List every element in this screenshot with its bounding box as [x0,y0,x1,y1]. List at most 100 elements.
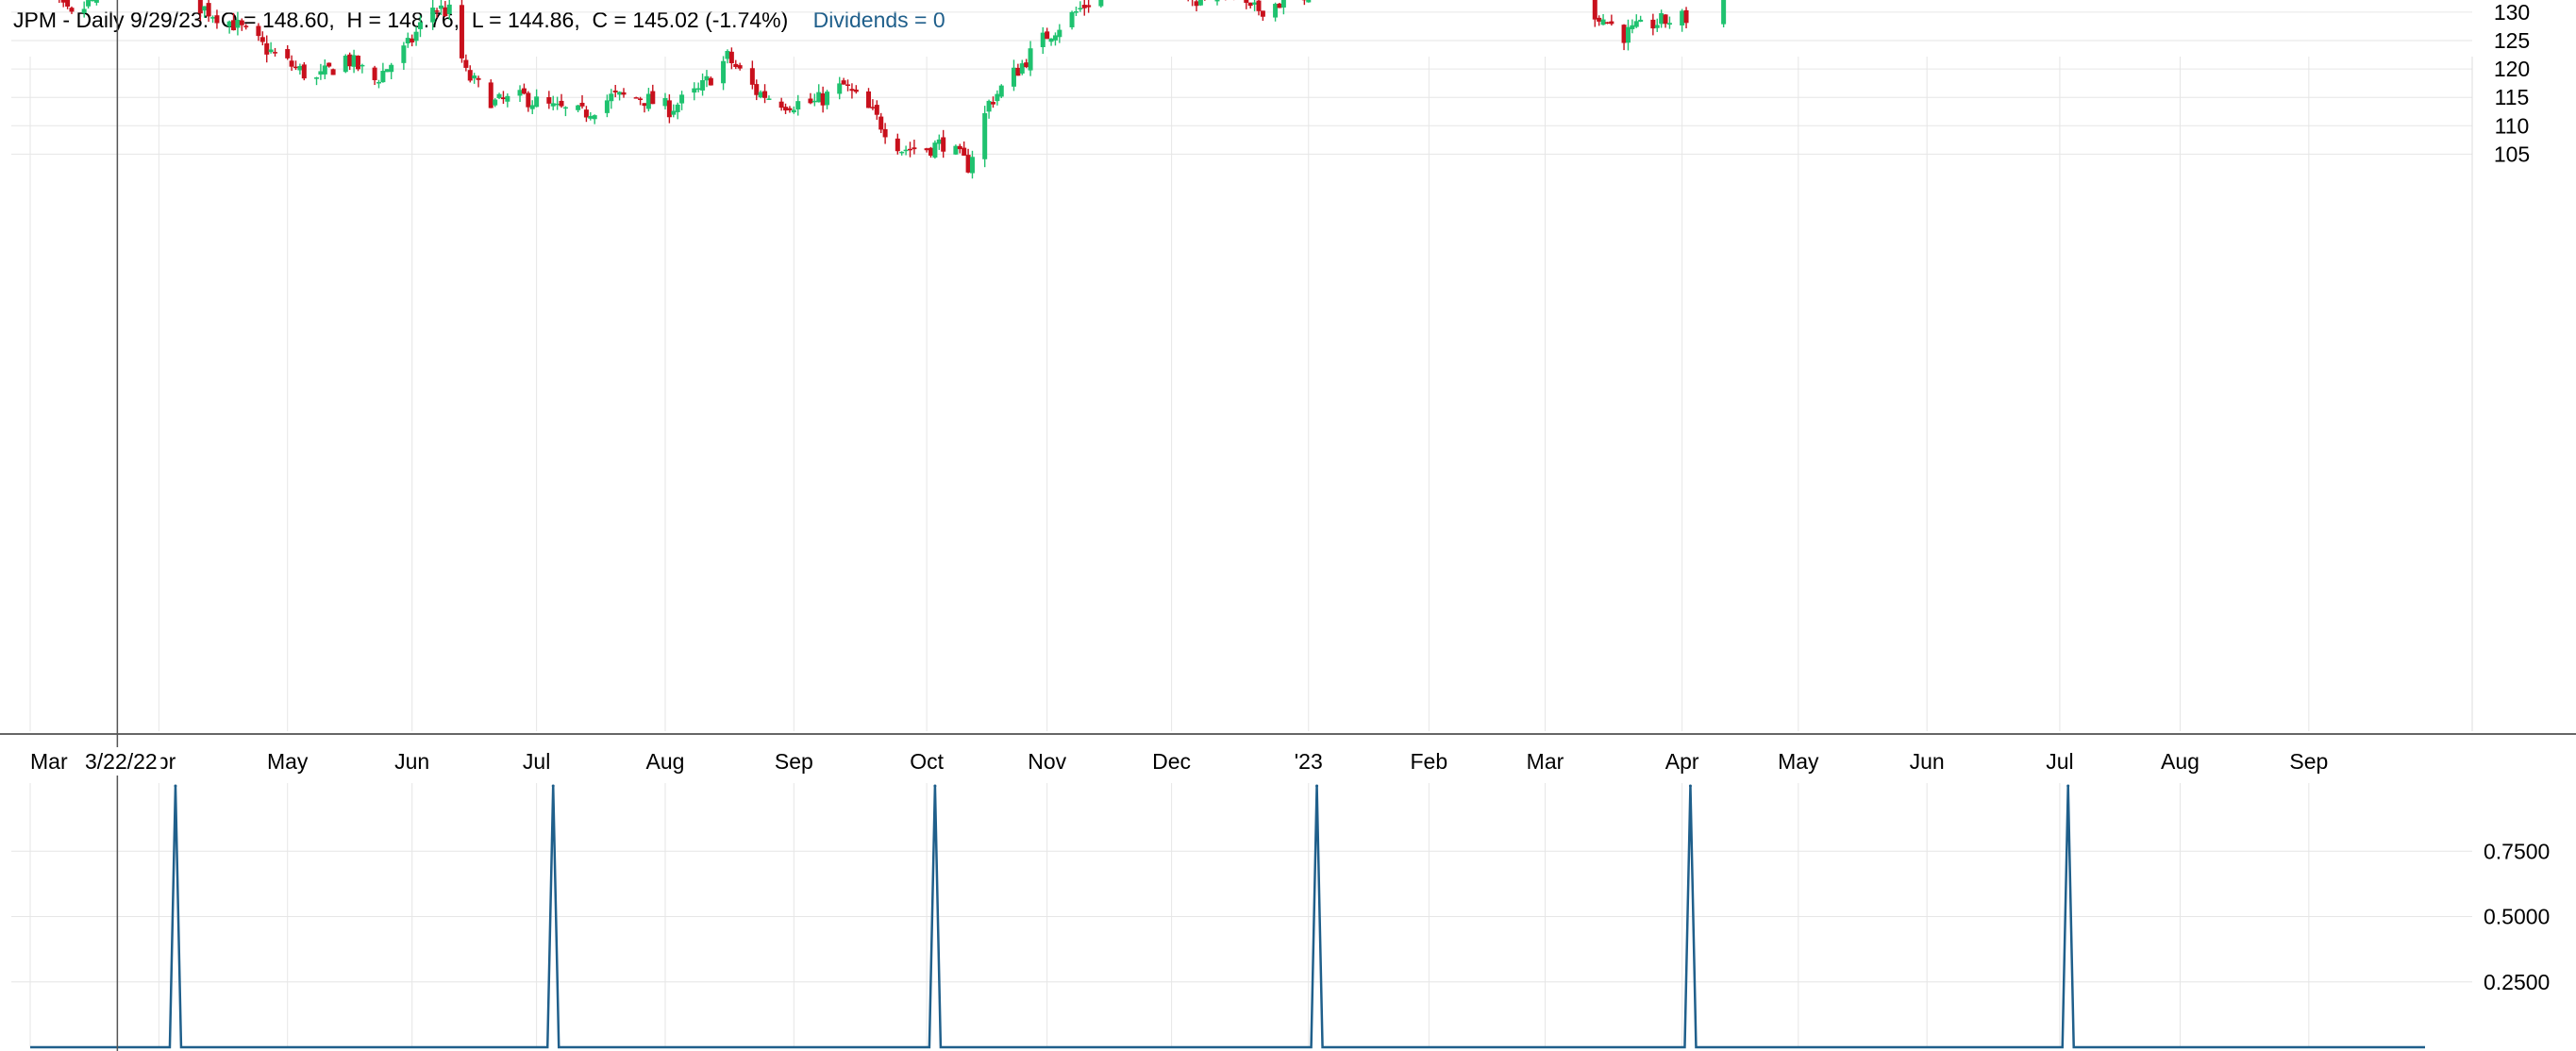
candle [293,60,299,71]
candle-body [936,139,942,144]
candle [1666,16,1672,29]
candle-body [882,128,888,138]
candle-body [825,92,830,106]
candle [1600,13,1606,25]
candle-body [197,0,203,14]
candle-body [870,107,876,108]
candle-body [301,64,307,79]
candle-body [355,56,360,70]
candle-body [754,84,760,95]
candle [1638,15,1644,23]
candle-body [666,100,672,118]
candle [1721,0,1727,27]
candle-body [1273,4,1279,18]
candle-body [410,38,415,42]
candle [438,0,443,16]
dividend-spike-point [551,784,555,788]
candle [754,79,760,101]
candle [928,146,933,158]
candle-body [1609,21,1614,25]
candle-body [559,100,564,107]
candle-body [380,71,386,83]
candle [264,35,270,63]
candle-body [1683,9,1689,24]
candle-body [376,81,381,84]
candle [645,88,651,112]
candle-body [737,65,743,69]
candle-body [256,25,261,37]
candle [467,65,473,83]
candle [1654,18,1660,32]
candle-body [86,0,92,7]
candle [517,85,523,103]
candle [1277,2,1282,8]
candle-body [285,49,291,58]
candle [1214,0,1220,6]
candle-body [1069,11,1075,27]
candle-body [962,147,967,156]
candle [962,141,967,157]
candle [969,150,975,179]
candle [314,76,320,86]
candle [1256,0,1262,16]
candle [866,88,872,108]
candle [675,102,680,120]
candle [463,54,469,72]
candle [1040,26,1045,55]
candle [986,99,992,119]
candle [1019,59,1025,75]
candle [355,55,360,72]
candle-body [343,56,348,73]
candle-body [811,100,817,103]
candle [1273,2,1279,22]
date-tick-label: Sep [775,749,813,774]
candle [787,106,793,113]
candle [326,62,332,68]
candle [882,123,888,144]
date-tick-label: Nov [1028,749,1066,774]
date-axis: Mar Apr May Jun Jul Aug Sep Oct Nov Dec '23 Feb Mar A… [0,733,2576,774]
date-tick-label: Aug [646,749,685,774]
candle [389,62,394,80]
candle [1683,7,1689,29]
candle [1247,2,1253,9]
candle [1659,9,1664,28]
candle [430,0,436,30]
candle [820,86,826,113]
date-tick-label: Feb [1411,749,1448,774]
candle-body [849,89,855,92]
dividend-spike-point [174,784,177,788]
candle-body [268,49,274,53]
candle [351,49,357,74]
candle-body [521,88,527,94]
candle-body [749,68,755,85]
candle [791,106,796,114]
candle-body [695,88,701,91]
candle-body [762,91,768,98]
candle [559,93,564,108]
candle [243,24,249,30]
candle [360,63,365,74]
candle-body [708,77,713,86]
candle [297,63,303,75]
candle-body [1277,3,1282,8]
candle [1069,10,1075,30]
header-title: JPM - Daily 9/29/23: [13,8,209,32]
candle-body [467,70,473,81]
date-tick-label: Oct [910,749,944,774]
candle-body [496,93,502,99]
date-tick-label: Jun [1910,749,1945,774]
candle [259,31,265,46]
dividend-spike-point [1315,784,1319,788]
dividend-line [30,785,2425,1049]
candle-body [1680,10,1685,25]
candle-body [1252,2,1258,5]
candle [903,145,909,156]
candle [90,0,95,2]
candle-body [733,63,739,68]
price-tick-label: 130 [2494,0,2530,25]
candle [69,6,75,14]
candle [912,140,917,155]
candle-body [903,149,909,152]
